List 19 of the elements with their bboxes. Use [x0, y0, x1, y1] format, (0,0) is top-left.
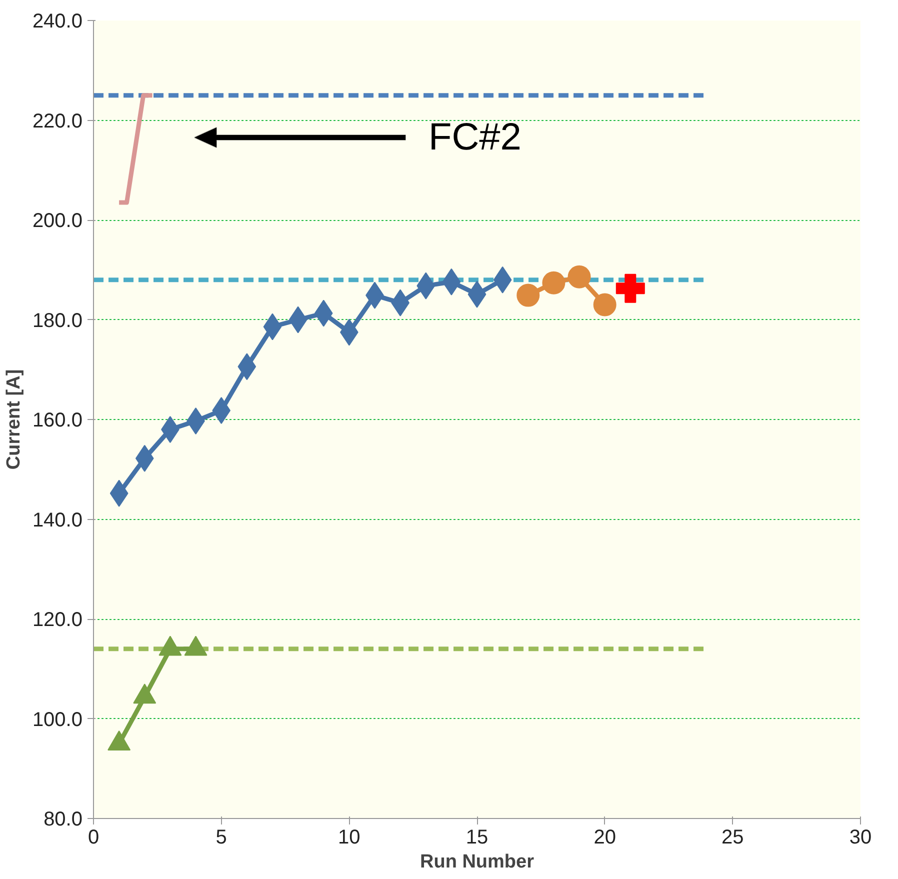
- x-tick-label: 15: [466, 826, 488, 848]
- y-tick-label: 160.0: [32, 410, 83, 432]
- y-tick-label: 80.0: [44, 808, 83, 830]
- y-tick-label: 100.0: [32, 708, 83, 731]
- y-tick-label: 240.0: [32, 10, 83, 32]
- annotation: FC#2: [428, 116, 522, 158]
- y-tick-label: 220.0: [32, 110, 83, 132]
- x-axis-title: Run Number: [420, 852, 535, 872]
- x-tick-label: 10: [338, 826, 360, 848]
- y-tick-label: 180.0: [32, 310, 83, 332]
- x-tick-label: 5: [216, 826, 227, 848]
- y-axis-title: Current [A]: [3, 369, 24, 470]
- y-tick-label: 200.0: [32, 210, 83, 232]
- x-tick-label: 30: [849, 826, 872, 848]
- y-tick-label: 120.0: [32, 609, 83, 631]
- x-tick-label: 25: [722, 826, 744, 848]
- y-tick-label: 140.0: [32, 509, 83, 532]
- x-tick-label: 0: [88, 826, 100, 848]
- x-tick-label: 20: [594, 826, 616, 848]
